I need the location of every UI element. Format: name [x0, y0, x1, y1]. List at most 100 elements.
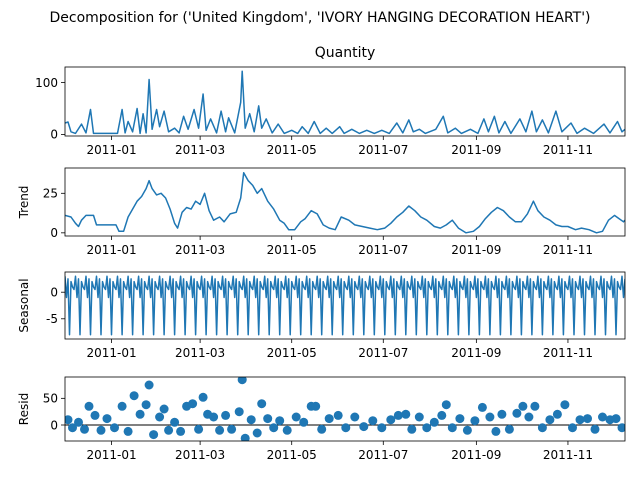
- seasonal-line: [65, 275, 625, 336]
- resid-point: [263, 414, 273, 424]
- resid-point: [401, 409, 411, 419]
- x-tick-label: 2011-05: [267, 143, 317, 157]
- resid-point: [240, 433, 250, 441]
- resid-point: [386, 415, 396, 425]
- resid-point: [102, 414, 112, 424]
- resid-point: [393, 410, 403, 420]
- resid-point: [414, 412, 424, 422]
- resid-point: [198, 392, 208, 402]
- panels: 0 100 2011-01 2011-03 2011-05 2011-07 2011-09 2…: [17, 45, 626, 462]
- x-tick-label: 2011-01: [86, 243, 136, 257]
- resid-series: [65, 377, 625, 441]
- resid-point: [491, 426, 501, 436]
- resid-point: [377, 423, 387, 433]
- resid-point: [583, 414, 592, 424]
- observed-axes-frame: [64, 66, 626, 137]
- resid-point: [68, 423, 77, 433]
- resid-point: [159, 404, 169, 414]
- trend-ylabel: Trend: [17, 186, 31, 220]
- x-tick-label: 2011-09: [451, 346, 501, 360]
- resid-point: [333, 410, 343, 420]
- resid-point: [617, 423, 625, 433]
- resid-point: [291, 412, 301, 422]
- resid-point: [545, 415, 555, 425]
- resid-point: [437, 410, 447, 420]
- resid-point: [429, 417, 439, 427]
- x-tick-label: 2011-01: [86, 448, 136, 462]
- resid-point: [237, 377, 247, 385]
- resid-point: [123, 426, 133, 436]
- trend-axes-frame: [64, 167, 626, 237]
- resid-point: [80, 424, 89, 434]
- resid-point: [129, 391, 139, 401]
- y-tick-label: 100: [35, 76, 58, 90]
- trend-series: [65, 171, 625, 234]
- resid-point: [422, 423, 432, 433]
- resid-point: [530, 401, 540, 411]
- resid-point: [246, 415, 256, 425]
- resid-point: [518, 401, 528, 411]
- resid-axes-frame: [64, 376, 626, 442]
- panel-trend: 0 25 2011-01 2011-03 2011-05 2011-07 2011-09 20…: [17, 167, 626, 257]
- resid-point: [470, 416, 480, 426]
- x-tick-label: 2011-07: [358, 143, 408, 157]
- resid-point: [144, 380, 154, 390]
- x-tick-label: 2011-07: [358, 346, 408, 360]
- y-tick-label: 50: [43, 392, 58, 406]
- y-tick-label: 0: [50, 286, 58, 300]
- y-tick-label: 25: [43, 187, 58, 201]
- resid-point: [590, 424, 600, 434]
- resid-point: [110, 423, 119, 433]
- resid-point: [359, 422, 369, 432]
- resid-point: [209, 412, 219, 422]
- resid-point: [477, 402, 487, 412]
- panel-observed: 0 100 2011-01 2011-03 2011-05 2011-07 2011-09 2…: [35, 45, 626, 157]
- resid-point: [611, 414, 621, 424]
- x-tick-label: 2011-05: [267, 346, 317, 360]
- y-tick-label: -5: [46, 312, 58, 326]
- resid-point: [368, 416, 378, 426]
- resid-point: [311, 401, 321, 411]
- observed-series: [65, 70, 625, 135]
- resid-ylabel: Resid: [17, 393, 31, 425]
- seasonal-axes-frame: [64, 271, 626, 340]
- resid-point: [317, 424, 327, 434]
- resid-point: [176, 426, 186, 436]
- resid-point: [117, 401, 127, 411]
- x-tick-label: 2011-11: [543, 243, 593, 257]
- resid-point: [462, 425, 472, 435]
- x-tick-label: 2011-05: [267, 243, 317, 257]
- resid-point: [269, 423, 279, 433]
- x-tick-label: 2011-07: [358, 243, 408, 257]
- x-tick-label: 2011-11: [543, 448, 593, 462]
- resid-point: [497, 409, 507, 419]
- x-tick-label: 2011-09: [451, 448, 501, 462]
- resid-point: [221, 410, 231, 420]
- resid-point: [96, 425, 106, 435]
- resid-point: [282, 425, 292, 435]
- x-tick-label: 2011-03: [175, 243, 225, 257]
- resid-point: [598, 412, 607, 422]
- x-tick-label: 2011-11: [543, 143, 593, 157]
- x-tick-label: 2011-03: [175, 448, 225, 462]
- x-tick-label: 2011-01: [86, 143, 136, 157]
- resid-point: [227, 424, 237, 434]
- resid-point: [90, 410, 100, 420]
- resid-point: [252, 428, 262, 438]
- resid-point: [84, 401, 94, 411]
- resid-point: [234, 407, 244, 417]
- resid-point: [447, 423, 457, 433]
- resid-point: [512, 408, 522, 418]
- trend-line: [65, 171, 625, 234]
- resid-point: [257, 399, 267, 409]
- resid-point: [215, 425, 225, 435]
- resid-point: [537, 423, 547, 433]
- x-tick-label: 2011-03: [175, 346, 225, 360]
- observed-line: [65, 70, 625, 135]
- resid-point: [485, 412, 495, 422]
- resid-point: [65, 415, 73, 425]
- resid-point: [188, 399, 198, 409]
- x-tick-label: 2011-09: [451, 243, 501, 257]
- y-tick-label: 0: [50, 226, 58, 240]
